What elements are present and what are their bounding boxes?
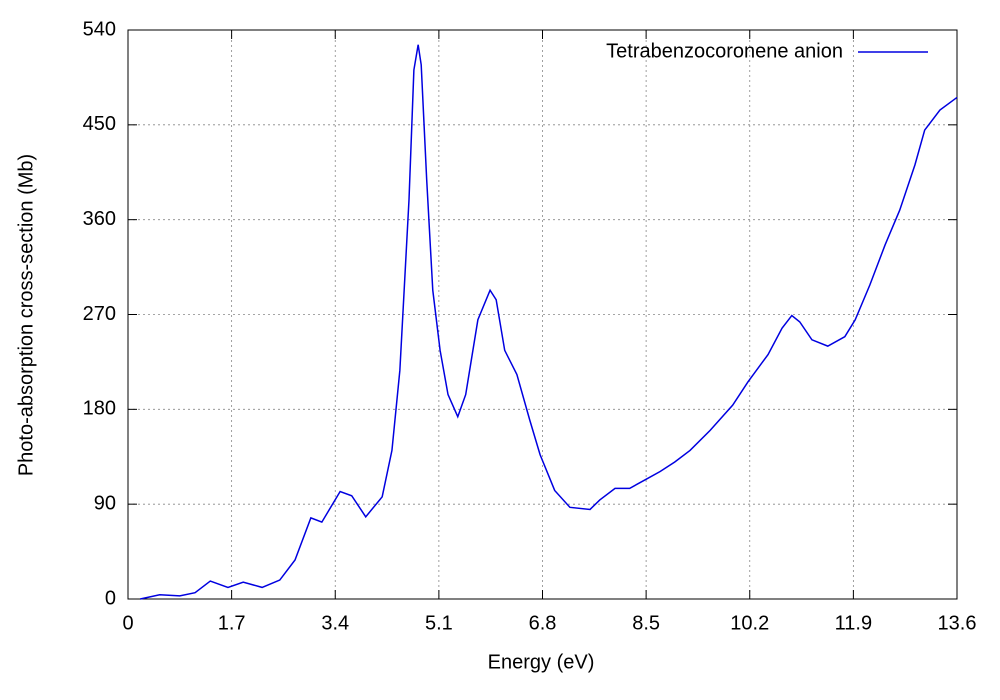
x-tick-label: 8.5 bbox=[632, 612, 660, 634]
legend-label: Tetrabenzocoronene anion bbox=[606, 40, 843, 62]
x-axis-label: Energy (eV) bbox=[488, 651, 595, 673]
y-tick-label: 90 bbox=[94, 492, 116, 514]
y-tick-label: 450 bbox=[83, 113, 116, 135]
y-tick-label: 180 bbox=[83, 398, 116, 420]
y-tick-label: 270 bbox=[83, 303, 116, 325]
x-tick-label: 1.7 bbox=[218, 612, 246, 634]
x-tick-label: 0 bbox=[122, 612, 133, 634]
x-tick-label: 10.2 bbox=[730, 612, 769, 634]
x-tick-label: 3.4 bbox=[321, 612, 349, 634]
y-tick-label: 540 bbox=[83, 18, 116, 40]
x-tick-label: 6.8 bbox=[529, 612, 557, 634]
plot-frame bbox=[127, 29, 958, 600]
x-tick-label: 13.6 bbox=[938, 612, 977, 634]
x-tick-label: 11.9 bbox=[835, 612, 872, 634]
y-axis-label: Photo-absorption cross-section (Mb) bbox=[15, 154, 37, 476]
y-tick-label: 0 bbox=[105, 587, 116, 609]
y-tick-label: 360 bbox=[83, 208, 116, 230]
x-tick-label: 5.1 bbox=[425, 612, 453, 634]
series-line bbox=[140, 44, 958, 600]
